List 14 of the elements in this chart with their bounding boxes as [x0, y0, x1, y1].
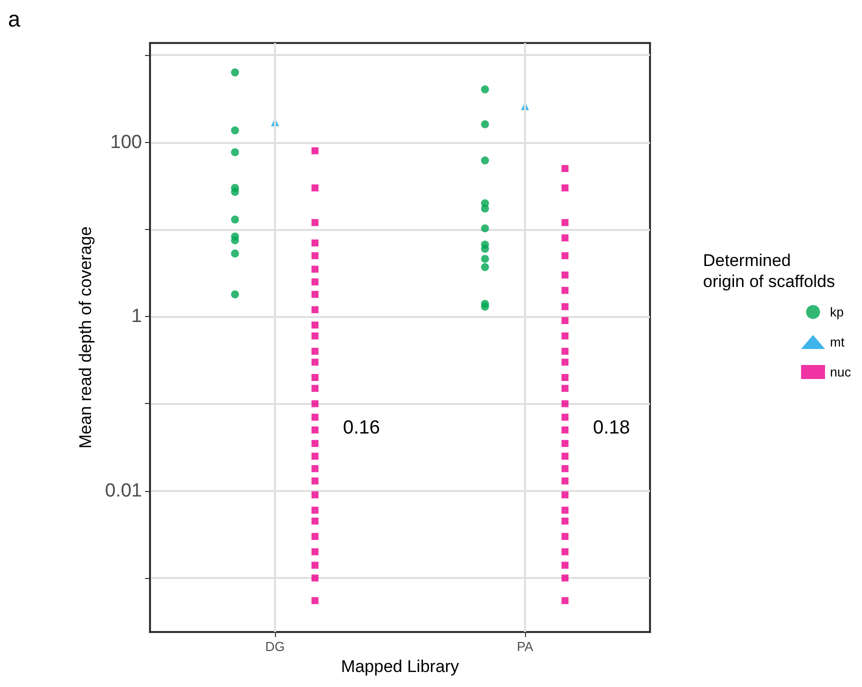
- text: a: [8, 6, 21, 32]
- legend-label: kp: [830, 304, 844, 320]
- y-axis-title: Mean read depth of coverage: [76, 226, 96, 449]
- x-tick-label: PA: [516, 639, 534, 654]
- legend-title: Determined origin of scaffolds: [703, 251, 835, 291]
- x-axis-title: Mapped Library: [340, 657, 460, 676]
- y-tick-label: 1: [131, 306, 142, 328]
- y-tick-label: 100: [110, 132, 142, 153]
- annotation: 0.18: [593, 418, 630, 439]
- legend-label: nuc: [830, 364, 852, 380]
- y-tick-label: 0.01: [105, 480, 142, 502]
- annotation: 0.16: [343, 418, 380, 439]
- x-tick-label: DG: [265, 639, 285, 654]
- legend-label: mt: [830, 334, 845, 350]
